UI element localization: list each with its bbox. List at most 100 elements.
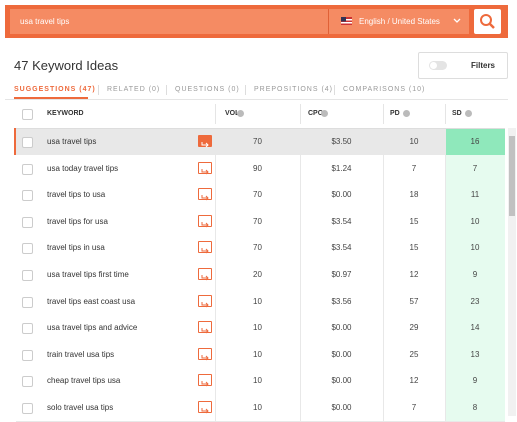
- serp-icon[interactable]: [198, 135, 212, 148]
- checkbox[interactable]: [22, 270, 33, 281]
- cell-divider: [383, 154, 384, 182]
- keyword[interactable]: usa travel tips first time: [47, 270, 129, 279]
- keyword[interactable]: usa travel tips: [47, 137, 97, 146]
- keyword[interactable]: solo travel usa tips: [47, 403, 114, 412]
- tab[interactable]: QUESTIONS (0): [175, 86, 240, 93]
- column-header[interactable]: CPC: [308, 110, 323, 117]
- table-row[interactable]: [16, 340, 505, 369]
- cell-divider: [383, 287, 384, 315]
- sd-cell: [445, 314, 505, 341]
- cell-divider: [383, 207, 384, 235]
- keyword[interactable]: travel tips east coast usa: [47, 296, 136, 306]
- scrollbar[interactable]: [508, 128, 516, 416]
- table-header: [16, 100, 505, 129]
- sd-cell: [445, 181, 505, 208]
- cell-divider: [445, 154, 446, 182]
- cell-divider: [215, 234, 216, 261]
- checkbox[interactable]: [22, 109, 33, 120]
- cell-divider: [215, 394, 216, 421]
- serp-icon[interactable]: [198, 241, 212, 254]
- cell-3: 15: [409, 216, 419, 226]
- column-header[interactable]: SD: [452, 110, 462, 117]
- checkbox[interactable]: [22, 137, 33, 148]
- cell-4: 16: [470, 137, 480, 146]
- column-header[interactable]: PD: [390, 110, 400, 117]
- serp-icon[interactable]: [198, 188, 212, 201]
- serp-icon[interactable]: [198, 347, 212, 361]
- checkbox[interactable]: [22, 163, 33, 175]
- toggle[interactable]: [429, 61, 447, 70]
- cell-4: 13: [470, 349, 480, 359]
- info-icon: [237, 110, 244, 117]
- cell-3: 25: [409, 349, 419, 359]
- cell-1: 10: [253, 296, 262, 306]
- column-header[interactable]: KEYWORD: [47, 110, 84, 117]
- keyword[interactable]: train travel usa tips: [47, 349, 115, 359]
- cell-3: 57: [409, 296, 419, 306]
- tab[interactable]: PREPOSITIONS (4): [254, 86, 334, 93]
- cell-divider: [445, 314, 446, 341]
- serp-icon[interactable]: [198, 401, 212, 414]
- keyword[interactable]: travel tips in usa: [47, 243, 105, 253]
- filters-label: Filters: [471, 61, 496, 70]
- checkbox[interactable]: [22, 323, 33, 335]
- cell-1: 10: [253, 323, 262, 333]
- serp-icon[interactable]: [198, 294, 212, 307]
- checkbox[interactable]: [22, 216, 33, 228]
- keyword[interactable]: usa today travel tips: [47, 163, 119, 173]
- checkbox[interactable]: [22, 190, 33, 202]
- cell-divider: [215, 154, 216, 182]
- cell-divider: [445, 261, 446, 288]
- column-header[interactable]: VOL: [225, 110, 240, 117]
- tab[interactable]: COMPARISONS (10): [343, 86, 426, 93]
- cell-divider: [445, 340, 446, 368]
- cell-4: 10: [470, 216, 480, 226]
- filters-button[interactable]: Filters: [418, 52, 508, 79]
- cell-divider: [383, 128, 384, 155]
- search-button[interactable]: [474, 9, 501, 34]
- locale: English / United States: [359, 17, 440, 26]
- serp-icon[interactable]: [198, 321, 212, 334]
- tab-divider: [98, 85, 99, 95]
- cell-divider: [445, 207, 446, 235]
- sd-cell: [445, 234, 505, 261]
- serp-icon[interactable]: [198, 214, 212, 228]
- tab[interactable]: SUGGESTIONS (47): [14, 86, 96, 93]
- column-divider: [300, 104, 301, 124]
- cell-divider: [215, 261, 216, 288]
- tab-underline: [14, 97, 88, 99]
- cell-divider: [445, 394, 446, 421]
- cell-4: 9: [472, 270, 478, 279]
- keyword[interactable]: travel tips for usa: [47, 216, 108, 226]
- row-indicator: [14, 128, 16, 155]
- checkbox[interactable]: [22, 403, 33, 414]
- checkbox[interactable]: [22, 376, 33, 388]
- cell-divider: [383, 367, 384, 394]
- checkbox[interactable]: [22, 349, 33, 361]
- serp-icon[interactable]: [198, 374, 212, 387]
- keyword[interactable]: travel tips to usa: [47, 190, 106, 200]
- keyword[interactable]: usa travel tips and advice: [47, 323, 138, 333]
- cell-3: 10: [409, 137, 419, 146]
- cell-2: $3.50: [331, 137, 352, 146]
- cell-3: 29: [409, 323, 419, 333]
- cell-3: 12: [409, 376, 419, 386]
- serp-icon[interactable]: [198, 161, 212, 174]
- cell-3: 7: [411, 403, 417, 412]
- column-divider: [383, 104, 384, 124]
- keyword[interactable]: cheap travel tips usa: [47, 376, 121, 386]
- cell-divider: [300, 181, 301, 208]
- serp-icon[interactable]: [198, 268, 212, 281]
- search-input[interactable]: usa travel tips: [10, 9, 328, 34]
- cell-divider: [445, 128, 446, 155]
- flag: [341, 17, 352, 25]
- locale-select[interactable]: English / United States: [328, 9, 469, 34]
- tab[interactable]: RELATED (0): [107, 86, 161, 93]
- checkbox[interactable]: [22, 296, 33, 308]
- cell-1: 70: [253, 190, 262, 200]
- checkbox[interactable]: [22, 243, 33, 255]
- cell-divider: [300, 234, 301, 261]
- cell-divider: [383, 234, 384, 261]
- cell-1: 70: [253, 243, 262, 253]
